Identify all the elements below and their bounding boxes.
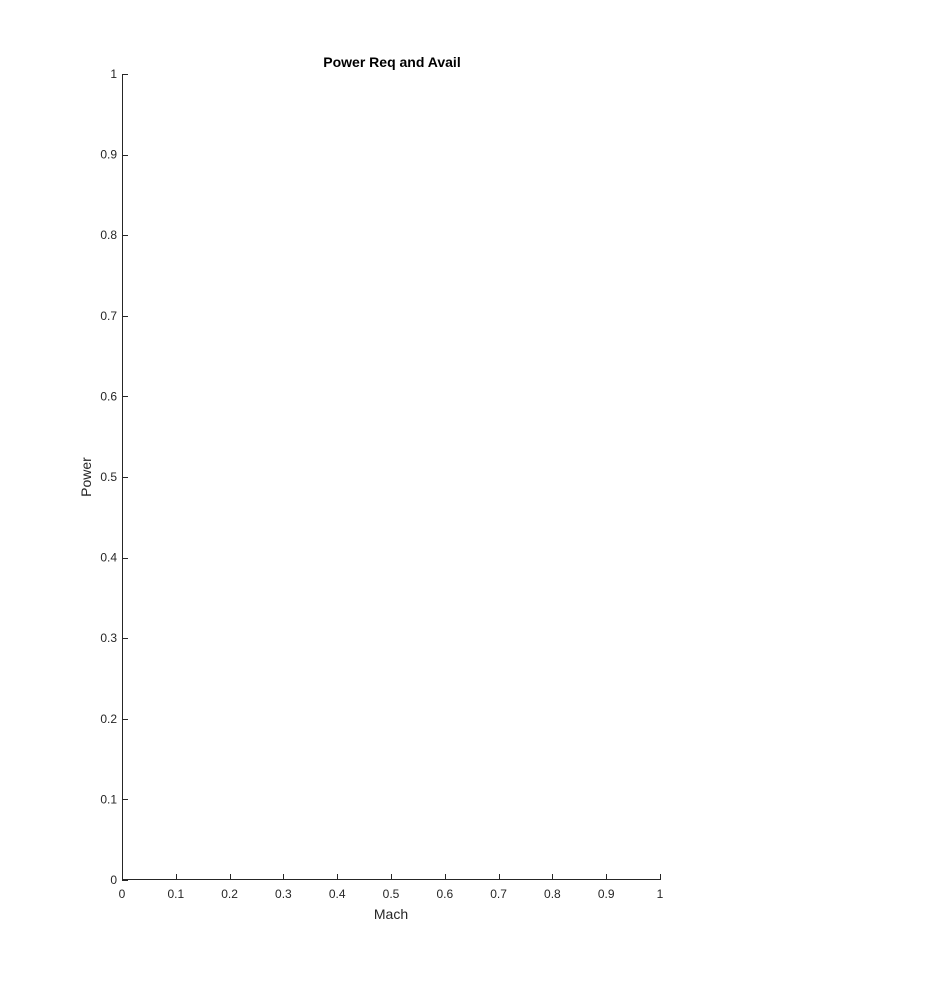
x-tick-label: 0.6 — [436, 887, 453, 901]
y-ticks: 0 0.1 0.2 0.3 0.4 0.5 0.6 0.7 0.8 0.9 1 — [100, 67, 128, 887]
x-tick-label: 0.8 — [544, 887, 561, 901]
x-tick-label: 0.1 — [167, 887, 184, 901]
y-tick-label: 0.6 — [100, 389, 117, 403]
x-tick-label: 0.7 — [490, 887, 507, 901]
y-tick-label: 1 — [110, 67, 117, 81]
x-tick-label: 0.4 — [329, 887, 346, 901]
x-tick-label: 0.9 — [598, 887, 615, 901]
y-tick-label: 0.5 — [100, 470, 117, 484]
x-tick-label: 0 — [119, 887, 126, 901]
y-tick-label: 0.3 — [100, 631, 117, 645]
y-tick-label: 0.7 — [100, 309, 117, 323]
y-axis-label: Power — [78, 457, 94, 497]
x-axis-label: Mach — [374, 906, 408, 922]
x-tick-label: 0.5 — [383, 887, 400, 901]
chart-title: Power Req and Avail — [323, 54, 460, 70]
y-tick-label: 0 — [110, 873, 117, 887]
y-tick-label: 0.8 — [100, 228, 117, 242]
plot-area: 0 0.1 0.2 0.3 0.4 0.5 0.6 0.7 0.8 0.9 1 0 0.1 0.2 0.3… — [100, 67, 663, 901]
y-tick-label: 0.4 — [100, 551, 117, 565]
x-tick-label: 1 — [657, 887, 664, 901]
x-ticks: 0 0.1 0.2 0.3 0.4 0.5 0.6 0.7 0.8 0.9 1 — [119, 874, 664, 901]
y-tick-label: 0.9 — [100, 148, 117, 162]
y-tick-label: 0.2 — [100, 712, 117, 726]
x-tick-label: 0.3 — [275, 887, 292, 901]
x-tick-label: 0.2 — [221, 887, 238, 901]
y-tick-label: 0.1 — [100, 792, 117, 806]
